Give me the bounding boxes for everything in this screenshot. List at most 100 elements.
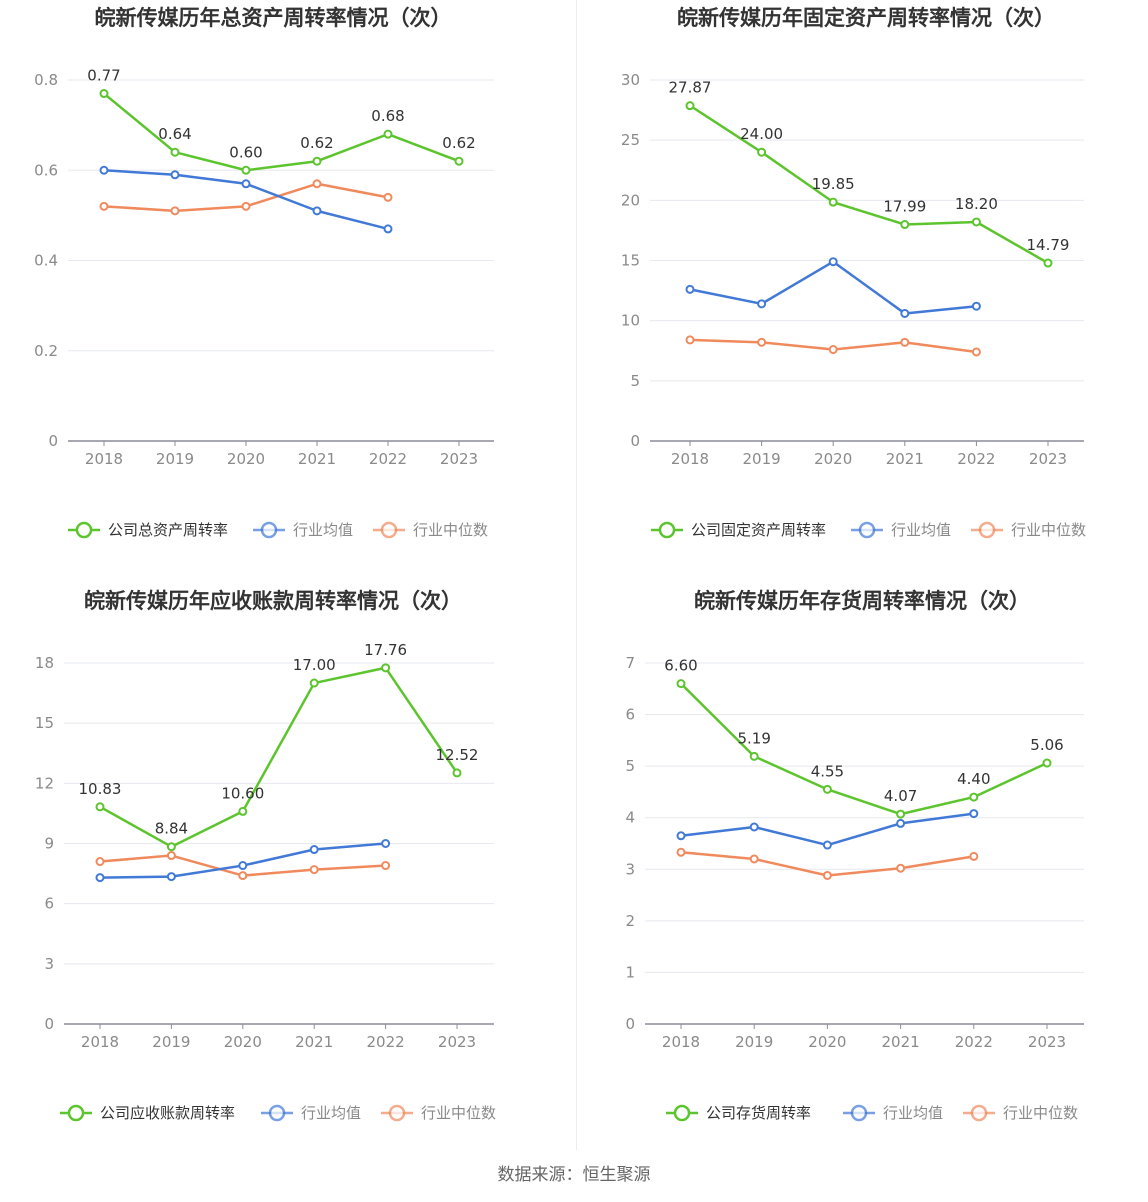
data-point-median — [896, 863, 906, 873]
data-point-median — [676, 847, 686, 857]
data-point-company — [749, 751, 759, 761]
chart-title: 皖新传媒历年应收账款周转率情况（次） — [84, 589, 462, 613]
data-point-company — [900, 220, 910, 230]
data-point-avg — [238, 861, 248, 871]
data-label: 8.84 — [155, 820, 188, 838]
data-point-median — [238, 871, 248, 881]
legend-marker-icon — [970, 1104, 988, 1122]
data-point-company — [822, 784, 832, 794]
panel-divider — [576, 0, 577, 1150]
x-tick-label: 2020 — [227, 450, 265, 468]
legend-label: 行业中位数 — [1003, 1104, 1078, 1122]
data-point-avg — [900, 308, 910, 318]
legend-marker-icon — [858, 521, 876, 539]
data-point-median — [969, 851, 979, 861]
y-tick-label: 0.6 — [34, 161, 58, 179]
legend-item-company: 公司应收账款周转率 — [60, 1104, 235, 1122]
y-tick-label: 1 — [625, 963, 635, 981]
data-point-median — [309, 865, 319, 875]
data-label: 10.83 — [79, 780, 122, 798]
legend-label: 公司应收账款周转率 — [100, 1104, 235, 1122]
y-tick-label: 12 — [35, 774, 54, 792]
legend-marker-icon — [75, 521, 93, 539]
y-tick-label: 6 — [44, 895, 54, 913]
data-point-company — [241, 165, 251, 175]
x-tick-label: 2018 — [662, 1033, 700, 1051]
x-tick-label: 2019 — [152, 1033, 190, 1051]
x-tick-label: 2019 — [735, 1033, 773, 1051]
y-tick-label: 0 — [630, 432, 640, 450]
x-tick-label: 2022 — [957, 450, 995, 468]
legend-item-avg: 行业均值 — [261, 1104, 361, 1122]
legend-label: 公司固定资产周转率 — [691, 521, 826, 539]
data-point-company — [95, 802, 105, 812]
data-label: 0.68 — [371, 107, 404, 125]
data-label: 18.20 — [955, 195, 998, 213]
legend-label: 行业中位数 — [421, 1104, 496, 1122]
y-tick-label: 0 — [44, 1015, 54, 1033]
legend-label: 公司总资产周转率 — [108, 521, 228, 539]
data-point-company — [454, 156, 464, 166]
x-tick-label: 2018 — [81, 1033, 119, 1051]
y-tick-label: 5 — [625, 757, 635, 775]
y-tick-label: 3 — [625, 860, 635, 878]
data-point-avg — [241, 179, 251, 189]
x-tick-label: 2018 — [85, 450, 123, 468]
x-tick-label: 2023 — [438, 1033, 476, 1051]
data-point-avg — [685, 284, 695, 294]
data-point-avg — [969, 809, 979, 819]
y-tick-label: 25 — [621, 131, 640, 149]
legend-label: 行业中位数 — [1011, 521, 1086, 539]
series-line-company — [99, 666, 459, 848]
legend-label: 行业均值 — [293, 521, 353, 539]
y-tick-label: 0.4 — [34, 252, 58, 270]
legend-marker-icon — [67, 1104, 85, 1122]
legend-item-company: 公司总资产周转率 — [68, 521, 228, 539]
data-point-company — [969, 792, 979, 802]
chart-svg: 皖新传媒历年存货周转率情况（次） 0 1 2 3 4 5 6 7 2018 2019 2020 2021… — [625, 589, 1084, 1122]
data-point-median — [241, 201, 251, 211]
data-point-median — [900, 337, 910, 347]
data-point-company — [685, 101, 695, 111]
data-label: 0.62 — [442, 134, 475, 152]
chart-svg: 皖新传媒历年应收账款周转率情况（次） 0 3 6 9 12 15 18 2018 2019 2020… — [35, 589, 496, 1122]
legend-item-avg: 行业均值 — [253, 521, 353, 539]
x-tick-label: 2022 — [367, 1033, 405, 1051]
data-point-avg — [170, 170, 180, 180]
data-label: 0.60 — [229, 143, 262, 161]
x-tick-label: 2023 — [1029, 450, 1067, 468]
data-label: 10.60 — [221, 784, 264, 802]
data-source-label: 数据来源：恒生聚源 — [497, 1165, 651, 1185]
data-point-median — [822, 870, 832, 880]
y-tick-label: 6 — [625, 706, 635, 724]
data-point-company — [757, 147, 767, 157]
x-tick-label: 2020 — [224, 1033, 262, 1051]
legend-item-company: 公司存货周转率 — [666, 1104, 811, 1122]
y-tick-label: 9 — [44, 835, 54, 853]
y-tick-label: 30 — [621, 71, 640, 89]
chart-panel-receivables: 皖新传媒历年应收账款周转率情况（次） 0 3 6 9 12 15 18 2018 2019 2020… — [0, 580, 574, 1160]
data-label: 5.19 — [737, 729, 770, 747]
chart-panel-inventory: 皖新传媒历年存货周转率情况（次） 0 1 2 3 4 5 6 7 2018 2019 2020 2021… — [574, 580, 1148, 1160]
x-tick-label: 2019 — [156, 450, 194, 468]
x-tick-label: 2021 — [882, 1033, 920, 1051]
data-point-avg — [166, 872, 176, 882]
legend-marker-icon — [268, 1104, 286, 1122]
data-label: 4.40 — [957, 770, 990, 788]
data-point-company — [383, 129, 393, 139]
data-point-avg — [312, 206, 322, 216]
data-point-company — [166, 842, 176, 852]
y-tick-label: 0.8 — [34, 71, 58, 89]
series-line-company — [680, 682, 1048, 816]
x-tick-label: 2019 — [743, 450, 781, 468]
data-point-avg — [99, 165, 109, 175]
data-label: 6.60 — [664, 657, 697, 675]
data-point-company — [312, 156, 322, 166]
data-point-company — [1042, 758, 1052, 768]
legend-marker-icon — [260, 521, 278, 539]
y-tick-label: 15 — [35, 714, 54, 732]
data-label: 24.00 — [740, 125, 783, 143]
chart-panel-total-assets: 皖新传媒历年总资产周转率情况（次） 0 0.2 0.4 0.6 0.8 2018 2019 20… — [0, 0, 574, 580]
legend-item-median: 行业中位数 — [373, 521, 488, 539]
x-tick-label: 2022 — [955, 1033, 993, 1051]
